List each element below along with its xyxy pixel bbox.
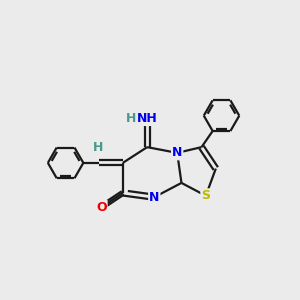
- Text: H: H: [126, 112, 136, 125]
- Text: S: S: [201, 189, 210, 202]
- Text: H: H: [93, 141, 104, 154]
- Text: NH: NH: [137, 112, 158, 125]
- Text: O: O: [96, 201, 107, 214]
- Text: N: N: [172, 146, 182, 159]
- Text: N: N: [149, 191, 160, 204]
- Text: N: N: [142, 112, 152, 125]
